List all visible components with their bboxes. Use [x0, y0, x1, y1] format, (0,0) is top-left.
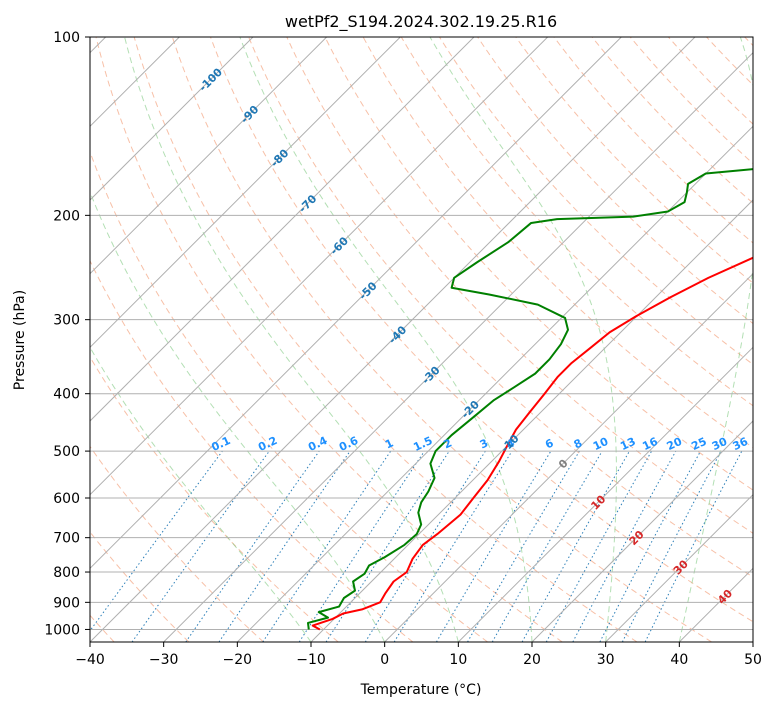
- plot-frame: [89, 36, 754, 643]
- mixing-ratio-line: [521, 450, 630, 642]
- axis-ticks: −40 −30 −20 −10 0 10 20 30 40 50 100 200 300 400 500 60…: [44, 30, 762, 668]
- dry-adiabat: [95, 37, 563, 642]
- x-tick-label: 40: [670, 652, 688, 668]
- isotherm-line: [90, 37, 696, 642]
- mixing-ratio-line: [435, 450, 552, 642]
- mixing-ratio-line: [90, 450, 223, 632]
- mixing-ratio-label: 10: [591, 435, 611, 453]
- dry-adiabat: [591, 37, 753, 204]
- isotherm-line: [90, 37, 549, 496]
- mixing-ratio-label: 13: [618, 435, 637, 453]
- x-tick-label: −30: [149, 652, 179, 668]
- chart-title: wetPf2_S194.2024.302.19.25.R16: [285, 12, 557, 32]
- x-tick-label: 30: [597, 652, 615, 668]
- dry-adiabat: [248, 37, 753, 578]
- isotherm-line: [90, 37, 254, 201]
- isotherm-line: [457, 346, 753, 642]
- plot-area: [90, 37, 753, 642]
- dry-adiabat: [515, 37, 753, 284]
- mixing-ratio-line: [262, 450, 392, 642]
- mixing-ratio-label: 25: [689, 435, 708, 453]
- x-axis-label: Temperature (°C): [360, 682, 482, 698]
- dry-adiabat: [706, 37, 753, 86]
- mixing-ratio-label: 2: [442, 436, 454, 451]
- x-tick-label: −10: [296, 652, 326, 668]
- temperature-line: [311, 256, 753, 631]
- isotherm-line: [678, 567, 753, 642]
- y-tick-label: 400: [53, 387, 80, 403]
- dewpoint-line: [306, 168, 753, 630]
- y-tick-label: 800: [53, 565, 80, 581]
- moist-adiabat: [90, 190, 386, 642]
- moist-adiabat: [90, 346, 312, 642]
- mixing-ratio-line: [545, 450, 653, 642]
- dry-adiabat: [553, 37, 753, 244]
- mixing-ratio-line: [131, 450, 270, 642]
- mixing-ratio-line: [572, 450, 677, 642]
- isotherm-line: [605, 493, 753, 642]
- dry-adiabat: [90, 531, 190, 642]
- y-tick-label: 200: [53, 208, 80, 224]
- mixing-ratio-label: 16: [640, 435, 660, 453]
- isotherm-label: -100: [196, 65, 225, 94]
- dry-adiabat: [90, 150, 488, 642]
- dry-adiabat: [324, 37, 753, 491]
- isotherm-label: -90: [238, 103, 261, 126]
- mixing-ratio-line: [218, 450, 351, 642]
- isotherm-line: [236, 125, 753, 642]
- y-tick-label: 700: [53, 531, 80, 547]
- mixing-ratio-line: [185, 450, 320, 642]
- y-axis-label: Pressure (hPa): [12, 290, 28, 390]
- mixing-ratio-line: [644, 450, 743, 642]
- dry-adiabat: [171, 37, 712, 642]
- isotherm-line: [163, 51, 753, 642]
- mixing-ratio-label: 6: [543, 436, 556, 451]
- y-tick-label: 1000: [44, 622, 80, 638]
- moist-adiabat: [239, 37, 533, 642]
- dry-adiabat: [400, 37, 753, 407]
- mixing-ratio-line: [298, 450, 425, 642]
- isotherm-line: [531, 420, 753, 642]
- isotherm-line: [90, 37, 622, 570]
- x-tick-label: −20: [223, 652, 253, 668]
- dry-adiabat: [744, 37, 753, 47]
- dry-adiabat: [629, 37, 753, 165]
- x-tick-label: 10: [449, 652, 467, 668]
- dry-adiabat: [477, 37, 753, 325]
- dry-adiabat: [210, 37, 753, 623]
- mixing-ratio-line: [325, 450, 450, 642]
- isotherm-line: [384, 272, 753, 642]
- dry-adiabat: [90, 445, 264, 642]
- dry-adiabat: [90, 356, 339, 642]
- moist-adiabat: [429, 37, 617, 642]
- moist-adiabat: [124, 37, 459, 642]
- isotherm-line: [752, 641, 753, 642]
- x-tick-label: −40: [75, 652, 105, 668]
- mixing-ratio-label: 30: [710, 435, 730, 453]
- y-tick-label: 600: [53, 491, 80, 507]
- mixing-ratio-label: 36: [731, 435, 751, 453]
- x-tick-label: 20: [523, 652, 541, 668]
- mixing-ratio-line: [599, 450, 701, 642]
- isotherm-line: [310, 199, 753, 642]
- isotherm-line: [90, 37, 401, 349]
- dry-adiabat: [668, 37, 753, 125]
- isotherm-line: [90, 37, 475, 422]
- x-tick-label: 50: [744, 652, 762, 668]
- dry-adiabat: [90, 259, 414, 642]
- mixing-ratio-line: [393, 450, 513, 642]
- y-tick-label: 100: [53, 30, 80, 46]
- mixing-ratio-label: 20: [665, 435, 685, 453]
- dry-adiabat: [133, 37, 638, 642]
- moist-adiabat: [678, 37, 753, 642]
- y-tick-label: 500: [53, 444, 80, 460]
- y-tick-label: 300: [53, 313, 80, 329]
- mixing-ratio-line: [364, 450, 486, 642]
- mixing-ratio-line: [467, 450, 580, 642]
- isotherm-line: [90, 37, 328, 275]
- y-tick-label: 900: [53, 595, 80, 611]
- x-tick-label: 0: [380, 652, 389, 668]
